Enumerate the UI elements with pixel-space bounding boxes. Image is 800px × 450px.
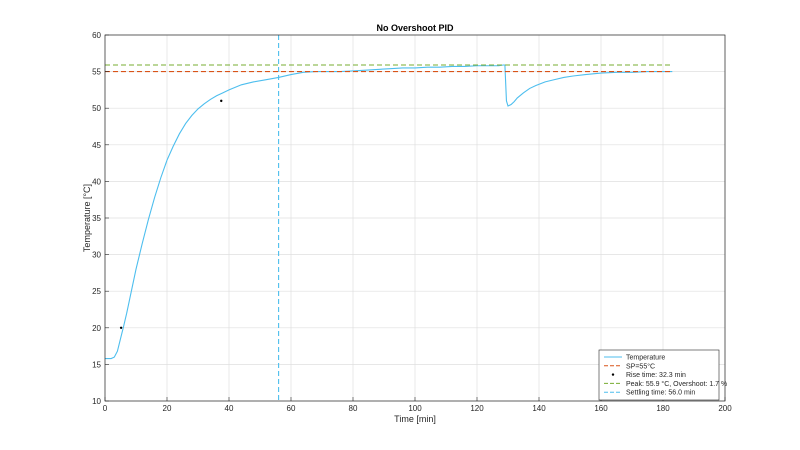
y-tick-label: 45 — [92, 141, 101, 150]
x-tick-label: 20 — [163, 404, 172, 413]
legend-entry-2: Rise time: 32.3 min — [626, 372, 686, 379]
y-axis-label: Temperature [°C] — [82, 184, 92, 252]
plot-frame — [104, 34, 726, 402]
axes — [104, 34, 726, 402]
y-tick-label: 25 — [92, 287, 101, 296]
y-tick-label: 60 — [92, 31, 101, 40]
series-layer — [105, 35, 673, 401]
legend-entry-4: Settling time: 56.0 min — [626, 390, 695, 397]
x-tick-label: 60 — [287, 404, 296, 413]
legend-entry-1: SP=55°C — [626, 362, 655, 370]
legend-box — [598, 349, 720, 401]
legend-entry-0: Temperature — [626, 355, 665, 362]
legend-entry-3: Peak: 55.9 °C, Overshoot: 1.7 % — [626, 380, 727, 388]
x-tick-label: 140 — [532, 404, 546, 413]
y-tick-label: 15 — [92, 360, 101, 369]
y-tick-label: 35 — [92, 214, 101, 223]
x-tick-label: 100 — [408, 404, 422, 413]
x-tick-label: 0 — [103, 404, 108, 413]
x-tick-label: 180 — [656, 404, 670, 413]
legend-marker-2 — [611, 373, 615, 376]
y-tick-label: 10 — [92, 397, 101, 406]
x-tick-label: 80 — [349, 404, 358, 413]
y-tick-label: 30 — [92, 251, 101, 260]
x-axis-label: Time [min] — [394, 414, 436, 424]
y-tick-label: 55 — [92, 68, 101, 77]
y-tick-label: 40 — [92, 177, 101, 186]
y-tick-label: 20 — [92, 324, 101, 333]
x-tick-label: 200 — [718, 404, 732, 413]
x-tick-label: 40 — [225, 404, 234, 413]
x-tick-label: 160 — [594, 404, 608, 413]
rise-time-marker — [220, 99, 223, 103]
y-tick-label: 50 — [92, 104, 101, 113]
tick-labels: 0 20 40 60 80 100 120 140 160 180 200 10 15 20 25 30 35 4… — [92, 31, 732, 413]
chart-title: No Overshoot PID — [376, 23, 454, 33]
x-tick-label: 120 — [470, 404, 484, 413]
rise-time-marker — [119, 326, 123, 329]
